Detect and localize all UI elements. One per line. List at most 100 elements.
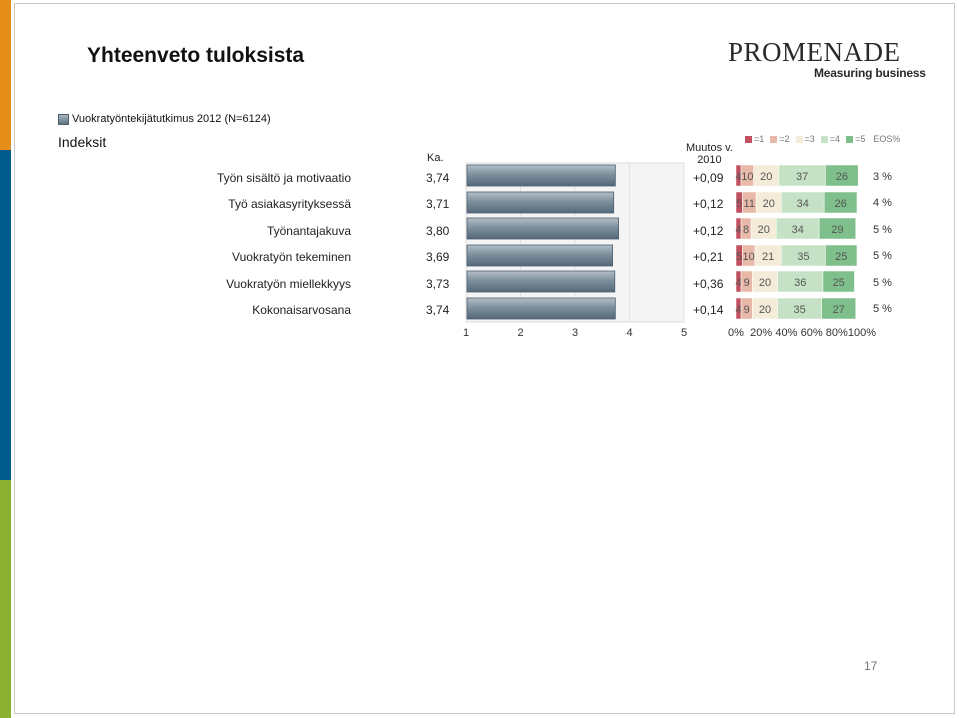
row-label: Työ asiakasyrityksessä: [228, 197, 351, 211]
row-change-value: +0,12: [693, 224, 724, 238]
mean-axis-ticks: 1 2 3 4 5: [463, 327, 687, 339]
distribution-segment-label: 10: [741, 171, 753, 183]
mean-tick-label: 2: [517, 327, 523, 339]
dist-legend-swatch: [795, 135, 803, 143]
dist-legend-label: =3: [804, 134, 815, 144]
distribution-segment-label: 25: [835, 251, 847, 263]
mean-bar: [466, 217, 620, 240]
page-number: 17: [864, 659, 878, 673]
row-change-value: +0,21: [693, 250, 724, 264]
distribution-segment-label: 10: [742, 251, 754, 263]
accent-stripe-blue: [0, 150, 11, 480]
distribution-segment-label: 27: [833, 304, 845, 316]
distribution-segment-label: 9: [744, 277, 750, 289]
dist-legend-item: =5: [846, 134, 865, 144]
row-label: Työnantajakuva: [266, 224, 351, 238]
distribution-segment-label: 20: [759, 277, 771, 289]
distribution-segment-label: 4: [735, 277, 741, 289]
promenade-logo: PROMENADE Measuring business: [728, 38, 926, 80]
row-change-value: +0,36: [693, 277, 724, 291]
row-label: Vuokratyön miellekkyys: [226, 277, 351, 291]
mean-tick-label: 3: [572, 327, 578, 339]
mean-tick-label: 1: [463, 327, 469, 339]
distribution-bars: 4 10 20 37 265 11 20 34 264 8 20 34 295 10 21 35 254 9 20 3…: [735, 164, 859, 320]
dist-legend-swatch: [770, 135, 778, 143]
mean-bar: [466, 270, 616, 293]
slide-frame: [14, 3, 955, 714]
dist-legend-label: =5: [855, 134, 866, 144]
dist-legend-swatch: [820, 135, 828, 143]
distribution-segment-label: 4: [735, 224, 741, 236]
distribution-legend: =1 =2 =3 =4 =5 EOS%: [745, 134, 900, 144]
distribution-segment-label: 11: [744, 198, 755, 210]
distribution-segment-label: 36: [794, 277, 806, 289]
row-mean-value: 3,80: [426, 224, 450, 238]
mean-plot-area: [465, 162, 685, 323]
row-eos-value: 3 %: [873, 171, 892, 183]
distribution-tick-label: 40%: [775, 327, 797, 339]
change-header-line1: Muutos v.: [686, 142, 733, 154]
row-label: Kokonaisarvosana: [252, 303, 351, 317]
distribution-segment-label: 34: [797, 198, 809, 210]
distribution-tick-label: 80%: [826, 327, 848, 339]
mean-bar: [466, 297, 616, 320]
distribution-segment-label: 35: [794, 304, 806, 316]
distribution-segment-label: 37: [796, 171, 808, 183]
logo-tagline: Measuring business: [814, 66, 926, 80]
row-change-value: +0,09: [693, 171, 724, 185]
distribution-tick-label: 60%: [801, 327, 823, 339]
dist-legend-item: =4: [820, 134, 841, 144]
distribution-segment-label: 20: [760, 171, 772, 183]
row-eos-value: 5 %: [873, 250, 892, 262]
distribution-segment-label: 8: [743, 224, 749, 236]
series-legend-swatch: [58, 113, 69, 125]
dist-legend-label: =2: [779, 134, 790, 144]
distribution-segment-label: 20: [759, 304, 771, 316]
distribution-segment: [821, 297, 856, 320]
series-legend-label: Vuokratyöntekijätutkimus 2012 (N=6124): [72, 113, 271, 125]
mean-tick-label: 5: [681, 327, 687, 339]
distribution-segment: [823, 191, 858, 214]
distribution-segment-label: 34: [792, 224, 804, 236]
distribution-segment-label: 20: [763, 198, 775, 210]
logo-wordmark: PROMENADE: [728, 37, 901, 67]
distribution-segment-label: 21: [762, 251, 774, 263]
distribution-segment-label: 9: [744, 304, 750, 316]
row-eos-value: 5 %: [873, 303, 892, 315]
distribution-segment: [825, 164, 859, 187]
row-label: Vuokratyön tekeminen: [232, 250, 351, 264]
accent-stripe-green: [0, 480, 11, 718]
row-mean-value: 3,69: [426, 250, 450, 264]
row-mean-value: 3,73: [426, 277, 450, 291]
mean-bars: [466, 164, 620, 320]
row-eos-value: 5 %: [873, 277, 892, 289]
row-change-value: +0,14: [693, 303, 724, 317]
distribution-segment: [822, 270, 855, 293]
row-label: Työn sisältö ja motivaatio: [216, 171, 351, 185]
distribution-segment-label: 26: [834, 198, 846, 210]
dist-legend-label: =4: [829, 134, 841, 144]
section-label: Indeksit: [58, 134, 107, 150]
row-mean-value: 3,74: [426, 171, 450, 185]
dist-legend-swatch: [846, 135, 854, 143]
row-mean-value: 3,74: [426, 303, 450, 317]
distribution-segment-label: 25: [833, 277, 845, 289]
dist-legend-item: =3: [795, 134, 815, 144]
dist-legend-item: =1: [745, 134, 764, 144]
row-eos-value: 4 %: [873, 197, 892, 209]
mean-tick-label: 4: [626, 327, 632, 339]
distribution-segment-label: 29: [831, 224, 843, 236]
change-header-line2: 2010: [697, 154, 722, 166]
distribution-segment-label: 4: [735, 304, 741, 316]
mean-bar: [466, 191, 615, 214]
distribution-segment-label: 4: [735, 171, 741, 183]
row-mean-value: 3,71: [426, 197, 450, 211]
mean-bar: [466, 164, 616, 187]
mean-column-header: Ka.: [427, 152, 444, 164]
distribution-segment-label: 35: [797, 251, 809, 263]
distribution-tick-label: 0%: [728, 327, 744, 339]
mean-bar: [466, 244, 614, 267]
accent-stripe-orange: [0, 0, 11, 150]
distribution-segment-label: 26: [836, 171, 848, 183]
